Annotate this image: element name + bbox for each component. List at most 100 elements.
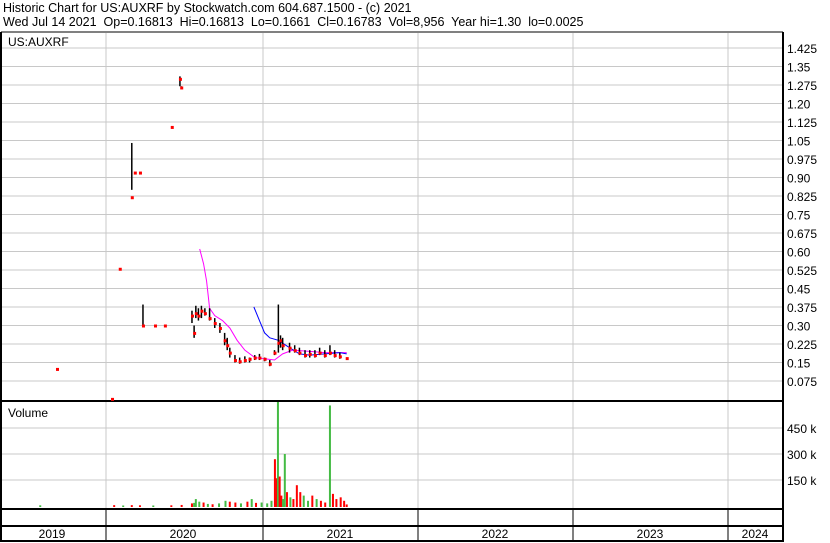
price-tick-label: 0.525 (787, 264, 817, 278)
volume-bar (211, 504, 214, 507)
close-marker (178, 77, 182, 81)
volume-bar (295, 485, 298, 507)
volume-bar (285, 492, 288, 507)
volume-bar (250, 499, 253, 507)
volume-bar (218, 503, 221, 507)
volume-bar (180, 504, 183, 507)
price-tick-label: 1.35 (787, 61, 811, 75)
volume-tick-label: 150 k (787, 474, 817, 488)
volume-bar (331, 493, 334, 507)
price-tick-label: 0.675 (787, 227, 817, 241)
close-marker (238, 360, 242, 364)
symbol-label: US:AUXRF (8, 35, 69, 49)
close-marker (203, 312, 207, 316)
close-marker (194, 312, 198, 316)
close-marker (298, 351, 302, 355)
price-tick-label: 1.20 (787, 98, 811, 112)
close-marker (133, 171, 137, 175)
price-tick-label: 0.60 (787, 246, 811, 260)
volume-bar (224, 500, 227, 507)
close-marker (208, 317, 212, 321)
volume-bar (280, 495, 283, 507)
volume-bar (311, 495, 314, 507)
close-marker (338, 355, 342, 359)
volume-bar (255, 502, 258, 507)
quote-summary: Wed Jul 14 2021 Op=0.16813 Hi=0.16813 Lo… (3, 15, 584, 29)
volume-bar (335, 499, 338, 507)
close-marker (218, 326, 222, 330)
close-marker (111, 397, 115, 401)
moving-average-long (253, 306, 347, 356)
close-marker (323, 354, 327, 358)
close-marker (163, 324, 167, 328)
volume-bar (292, 499, 295, 507)
close-marker (293, 349, 297, 353)
price-tick-label: 0.45 (787, 283, 811, 297)
volume-bar (266, 503, 269, 507)
year-tick-label: 2023 (637, 527, 664, 541)
close-marker (55, 367, 59, 371)
close-marker (318, 351, 322, 355)
volume-bar (345, 504, 348, 507)
year-tick-label: 2021 (327, 527, 354, 541)
price-tick-label: 1.125 (787, 116, 817, 130)
volume-bar (275, 478, 278, 507)
volume-bar (299, 492, 302, 507)
close-marker (328, 351, 332, 355)
price-tick-label: 0.75 (787, 209, 811, 223)
volume-bar (113, 505, 116, 507)
close-marker (193, 331, 197, 335)
volume-tick-label: 300 k (787, 448, 817, 462)
volume-bar (324, 502, 327, 507)
close-marker (248, 357, 252, 361)
close-marker (138, 171, 142, 175)
close-marker (345, 357, 349, 361)
grid (2, 33, 782, 541)
close-marker (258, 356, 262, 360)
close-marker (253, 356, 257, 360)
volume-bar (273, 459, 276, 507)
volume-bar (152, 505, 155, 507)
close-marker (333, 354, 337, 358)
volume-bar (260, 502, 263, 507)
volume-bar (283, 454, 286, 507)
close-marker (243, 359, 247, 363)
price-tick-label: 0.825 (787, 190, 817, 204)
close-marker (226, 344, 230, 348)
volume-bar (198, 501, 201, 507)
price-tick-label: 0.975 (787, 153, 817, 167)
volume-bar (328, 405, 331, 507)
close-marker (180, 86, 184, 90)
volume-bar (193, 502, 196, 507)
price-tick-label: 1.275 (787, 79, 817, 93)
price-tick-label: 0.225 (787, 338, 817, 352)
price-tick-label: 0.90 (787, 172, 811, 186)
close-marker (279, 339, 283, 343)
year-tick-label: 2019 (39, 527, 66, 541)
volume-label: Volume (8, 406, 48, 420)
volume-bar (228, 501, 231, 507)
volume-bar (343, 500, 346, 507)
volume-bar (206, 503, 209, 507)
chart-title: Historic Chart for US:AUXRF by Stockwatc… (3, 1, 412, 15)
close-marker (170, 125, 174, 129)
volume-bar (122, 505, 125, 507)
price-tick-label: 0.30 (787, 320, 811, 334)
close-marker (141, 324, 145, 328)
volume-bar (302, 495, 305, 507)
volume-bar (270, 500, 273, 507)
volume-bar (194, 499, 197, 507)
close-marker (130, 196, 134, 200)
close-marker (200, 309, 204, 313)
close-marker (228, 351, 232, 355)
volume-bar (246, 501, 249, 507)
volume-bar (282, 499, 285, 507)
close-marker (118, 267, 122, 271)
close-marker (277, 341, 281, 345)
chart-frame (0, 31, 784, 542)
year-tick-label: 2022 (482, 527, 509, 541)
volume-bar (289, 497, 292, 507)
price-tick-label: 0.075 (787, 375, 817, 389)
close-marker (263, 357, 267, 361)
